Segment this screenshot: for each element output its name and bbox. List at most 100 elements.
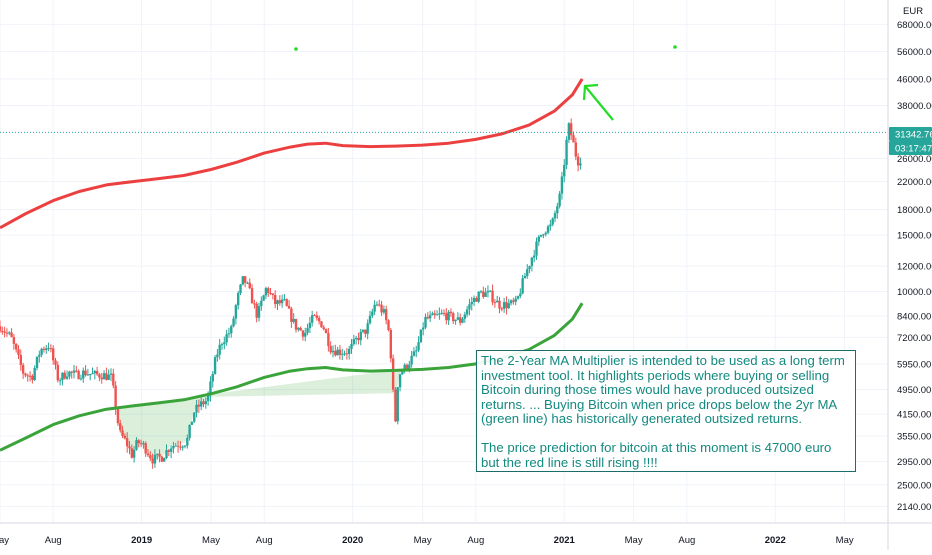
candle-body <box>179 446 182 448</box>
x-tick-label: May <box>0 535 9 546</box>
candle-body <box>405 364 409 369</box>
ma-2yr-x5-line <box>0 78 584 230</box>
candle-body <box>412 351 416 356</box>
candle-body <box>243 276 247 283</box>
candle-body <box>519 293 522 297</box>
candle-body <box>338 349 342 355</box>
candle-body <box>313 315 316 317</box>
candle-body <box>88 373 92 375</box>
candle-body <box>144 443 147 454</box>
candle-body <box>264 288 268 296</box>
candle-body <box>38 354 41 357</box>
candle-body <box>489 290 492 292</box>
y-tick-label: 7200.00 <box>897 333 931 344</box>
candle-body <box>56 364 60 381</box>
candle-body <box>560 176 564 194</box>
candle-body <box>149 455 152 459</box>
candle-body <box>530 257 534 267</box>
candle-body <box>445 313 448 321</box>
undervalued-area <box>117 370 403 460</box>
candle-body <box>174 445 177 447</box>
candle-body <box>241 276 245 285</box>
y-tick-label: 3550.00 <box>897 431 931 442</box>
candle-body <box>382 309 386 313</box>
candle-body <box>304 332 307 337</box>
candle-body <box>454 319 457 322</box>
candle-body <box>484 292 487 297</box>
candle-body <box>322 327 325 330</box>
candle-body <box>70 371 73 373</box>
candle-body <box>327 333 330 347</box>
candle-body <box>579 163 582 166</box>
candle-body <box>290 308 293 322</box>
candle-body <box>542 234 545 236</box>
candle-body <box>199 401 203 407</box>
candle-body <box>84 370 87 376</box>
candle-body <box>551 218 554 225</box>
candle-body <box>116 409 120 424</box>
candle-body <box>26 375 29 377</box>
candle-body <box>442 312 446 314</box>
y-tick-label: 5950.00 <box>897 359 931 370</box>
candle-body <box>176 445 180 447</box>
candle-body <box>329 346 332 353</box>
candle-body <box>352 339 356 345</box>
candle-body <box>350 344 353 349</box>
candle-body <box>347 348 351 355</box>
candle-body <box>308 322 312 329</box>
candle-body <box>93 371 97 374</box>
candle-body <box>12 336 16 344</box>
candle-body <box>24 373 27 376</box>
candle-body <box>447 311 450 321</box>
candle-body <box>535 241 538 256</box>
candle-body <box>206 395 210 402</box>
candle-body <box>68 371 71 377</box>
candle-body <box>324 329 328 334</box>
candle-body <box>160 456 164 462</box>
candle-body <box>10 332 13 337</box>
candle-body <box>569 123 573 136</box>
candle-body <box>257 306 261 318</box>
candle-body <box>209 381 212 396</box>
candle-body <box>558 193 561 207</box>
x-tick-label: 2019 <box>131 535 152 546</box>
candle-body <box>544 232 547 235</box>
candle-body <box>461 318 464 323</box>
price-badge-value: 31342.76 <box>895 130 932 141</box>
candle-body <box>123 435 127 439</box>
candle-body <box>576 156 580 166</box>
candle-body <box>475 298 478 302</box>
candle-body <box>334 350 337 356</box>
candle-body <box>572 135 575 143</box>
candle-body <box>49 348 53 350</box>
candle-body <box>248 282 251 289</box>
candle-body <box>419 329 423 343</box>
candle-body <box>188 424 191 439</box>
candle-body <box>456 317 460 320</box>
candle-body <box>98 374 101 378</box>
candle-body <box>278 300 282 304</box>
arrow-head <box>582 83 599 101</box>
x-tick-label: May <box>625 535 643 546</box>
candle-body <box>86 374 90 376</box>
candle-body <box>403 364 406 372</box>
candle-body <box>495 300 499 303</box>
price-axis: 68000.00 56000.00 46000.00 38000.00 26000.00… <box>887 0 932 550</box>
candle-body <box>158 453 161 457</box>
marker-dot <box>673 45 677 49</box>
candle-body <box>262 295 265 301</box>
note-box: The 2-Year MA Multiplier is intended to … <box>476 350 856 472</box>
candle-body <box>51 348 55 361</box>
candle-body <box>546 226 550 233</box>
candle-body <box>565 139 568 165</box>
candle-body <box>227 333 231 335</box>
candle-body <box>151 458 154 464</box>
candle-body <box>394 389 397 422</box>
candle-body <box>260 300 263 307</box>
x-tick-label: May <box>414 535 432 546</box>
candle-body <box>75 370 78 372</box>
candle-body <box>246 282 249 284</box>
candle-body <box>539 234 543 237</box>
candle-body <box>470 302 473 305</box>
